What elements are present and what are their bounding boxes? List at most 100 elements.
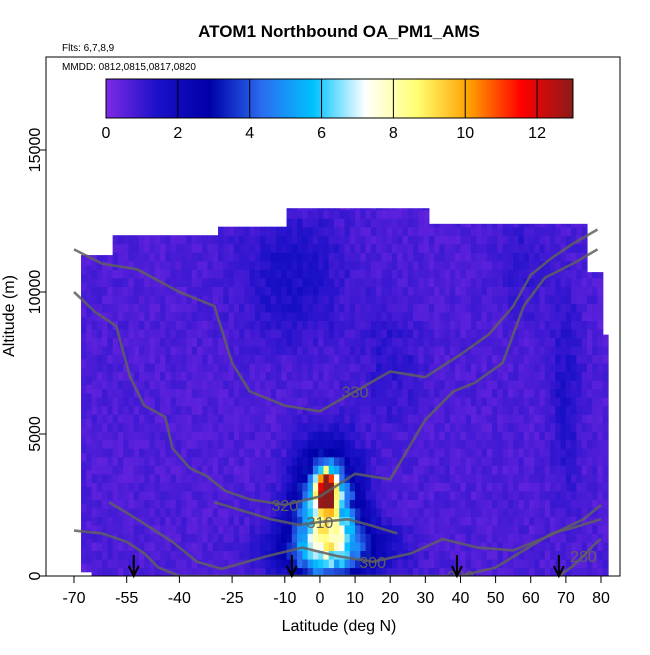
heatmap-cell [112,567,119,576]
heatmap-cell [202,533,209,543]
heatmap-cell [186,320,193,330]
heatmap-cell [355,465,361,475]
heatmap-cell [391,524,398,534]
heatmap-cell [602,414,609,424]
heatmap-cell [539,482,546,492]
heatmap-cell [133,507,140,517]
heatmap-cell [576,252,583,262]
heatmap-cell [102,482,108,492]
heatmap-cell [96,507,103,517]
heatmap-cell [196,354,203,364]
heatmap-cell [128,439,135,449]
heatmap-cell [386,533,393,543]
heatmap-cell [170,294,177,304]
heatmap-cell [212,482,219,492]
heatmap-cell [207,294,214,304]
heatmap-cell [455,303,462,313]
heatmap-cell [196,448,203,458]
heatmap-cell [328,397,335,407]
heatmap-cell [239,371,245,381]
heatmap-cell [181,235,188,245]
heatmap-cell [455,380,462,390]
heatmap-cell [349,260,356,270]
heatmap-cell [565,567,572,576]
heatmap-cell [476,354,483,364]
heatmap-cell [91,567,98,576]
heatmap-cell [434,243,440,253]
heatmap-cell [96,465,103,475]
heatmap-cell [381,363,388,373]
heatmap-cell [360,490,367,500]
heatmap-cell [592,456,599,466]
heatmap-cell [265,439,272,449]
contour-line-290 [73,517,602,576]
heatmap-cell [202,337,209,347]
heatmap-cell [107,516,114,526]
heatmap-cell [244,243,251,253]
heatmap-cell [249,541,256,552]
heatmap-cell [444,235,451,245]
heatmap-cell [107,448,114,458]
heatmap-cell [254,252,261,262]
heatmap-cell [560,277,567,287]
heatmap-cell [523,320,530,330]
heatmap-cell [175,439,182,449]
heatmap-cell [581,524,588,534]
heatmap-cell [144,337,151,347]
heatmap-cell [370,524,377,534]
heatmap-cell [365,235,372,245]
heatmap-cell [397,354,404,364]
heatmap-cell [249,533,256,543]
heatmap-cell [492,235,498,245]
heatmap-cell [212,414,219,424]
heatmap-cell [370,414,377,424]
heatmap-cell [544,269,551,279]
heatmap-cell [270,286,277,296]
heatmap-cell [244,371,251,381]
heatmap-cell [144,252,151,262]
heatmap-cell [423,465,430,475]
heatmap-cell [534,311,541,321]
heatmap-cell [576,380,583,390]
heatmap-cell [160,558,166,569]
heatmap-cell [571,490,578,500]
heatmap-cell [186,277,193,287]
heatmap-cell [597,541,604,552]
heatmap-cell [133,337,140,347]
heatmap-cell [107,388,114,398]
heatmap-cell [355,490,361,500]
heatmap-cell [486,345,493,356]
heatmap-cell [265,422,272,432]
heatmap-cell [91,456,98,466]
heatmap-cell [233,303,240,313]
heatmap-cell [291,337,298,347]
heatmap-cell [117,260,124,270]
heatmap-cell [376,208,383,211]
heatmap-cell [223,448,230,458]
heatmap-cell [381,260,388,270]
heatmap-cell [449,448,456,458]
heatmap-cell [581,516,588,526]
heatmap-cell [165,294,172,304]
heatmap-cell [291,422,298,432]
heatmap-cell [492,243,498,253]
heatmap-cell [96,524,103,534]
heatmap-cell [550,516,556,526]
heatmap-cell [181,388,188,398]
heatmap-cell [586,448,593,458]
heatmap-cell [233,473,240,483]
heatmap-cell [138,414,145,424]
heatmap-cell [397,465,404,475]
heatmap-cell [550,320,556,330]
heatmap-cell [349,363,356,373]
heatmap-cell [581,371,588,381]
heatmap-cell [328,371,335,381]
heatmap-cell [423,567,430,576]
heatmap-cell [265,473,272,483]
heatmap-cell [302,465,309,475]
heatmap-cell [360,507,367,517]
heatmap-cell [128,243,135,253]
heatmap-cell [407,320,414,330]
heatmap-cell [544,405,551,415]
heatmap-cell [165,371,172,381]
